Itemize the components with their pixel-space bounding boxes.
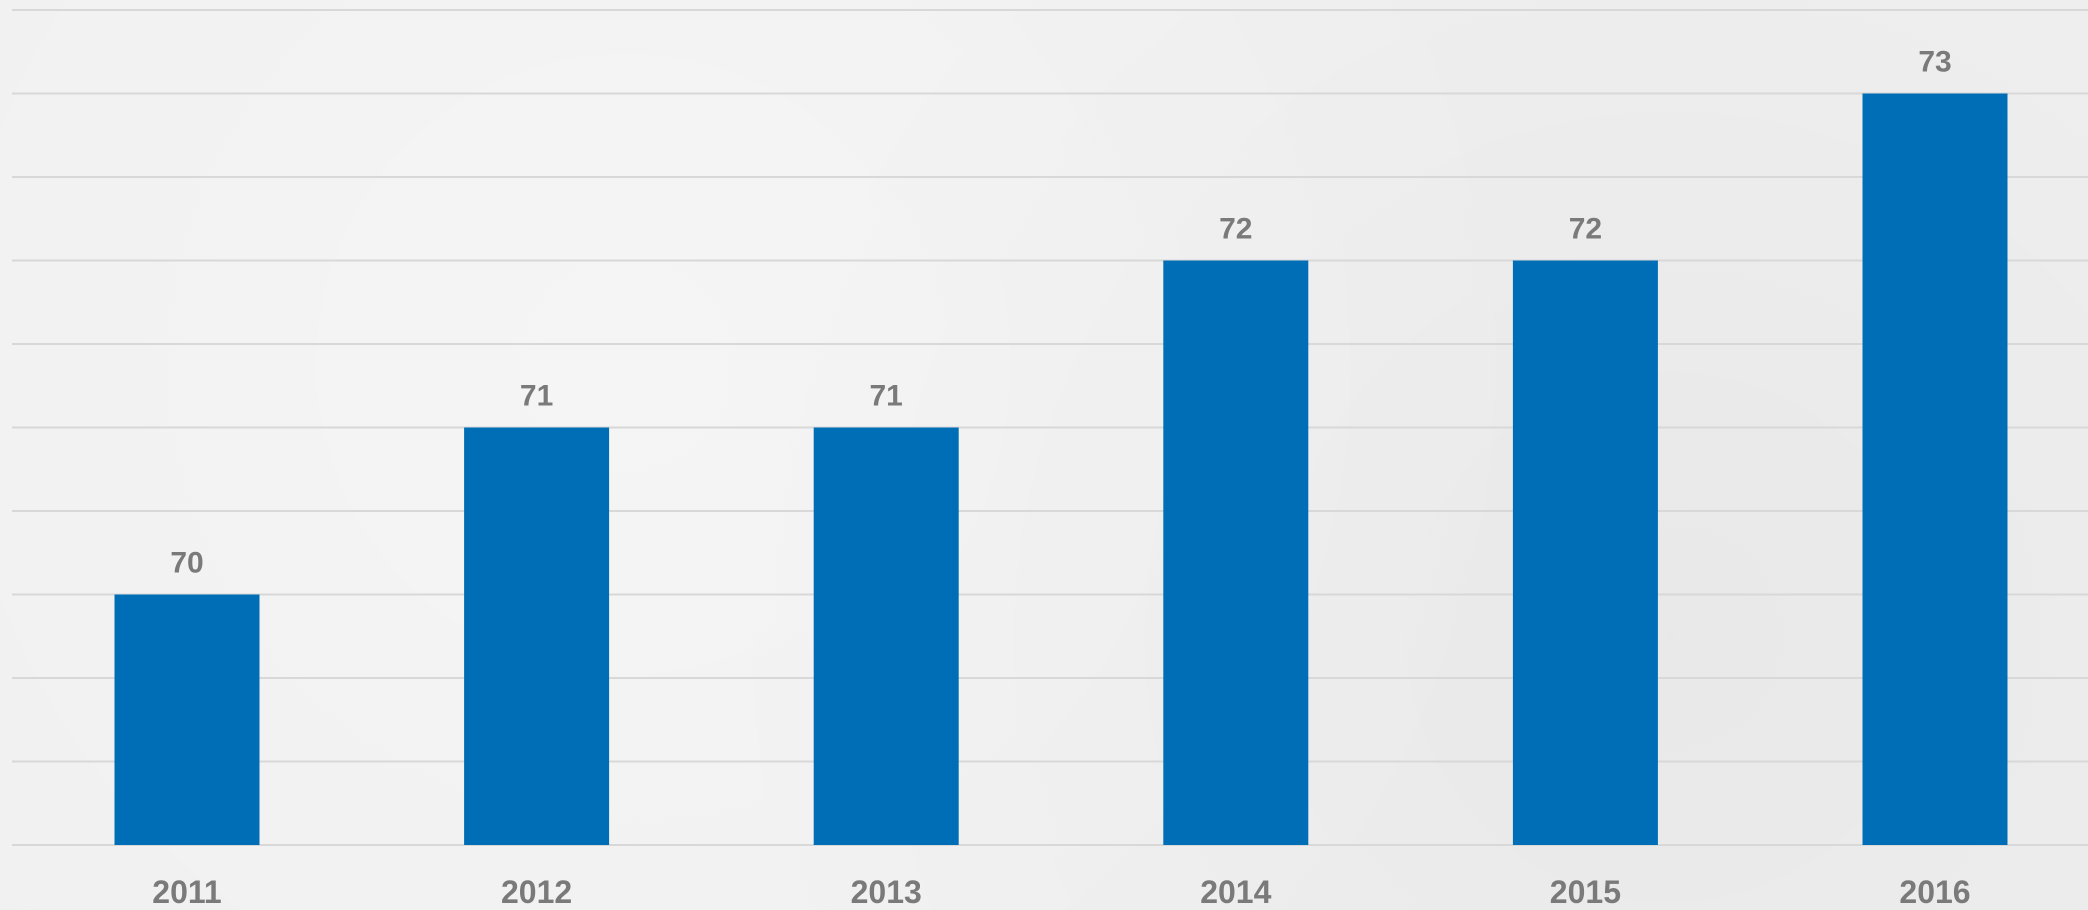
bar-2015 bbox=[1512, 260, 1658, 845]
bar-2011 bbox=[114, 594, 260, 845]
x-axis-tick-labels: 2011 2012 2013 2014 2015 2016 bbox=[152, 874, 1970, 910]
bar-2013 bbox=[813, 427, 959, 845]
bars bbox=[114, 93, 2008, 845]
data-label-2013: 71 bbox=[870, 380, 903, 413]
data-label-2014: 72 bbox=[1219, 213, 1252, 246]
x-tick-label-2012: 2012 bbox=[501, 874, 572, 910]
bar-2012 bbox=[464, 427, 610, 845]
data-label-2011: 70 bbox=[170, 547, 203, 580]
x-tick-label-2015: 2015 bbox=[1550, 874, 1621, 910]
data-label-2015: 72 bbox=[1569, 213, 1602, 246]
gridlines bbox=[12, 9, 2088, 846]
x-tick-label-2013: 2013 bbox=[851, 874, 922, 910]
data-labels: 70 71 71 72 72 73 bbox=[170, 46, 1951, 580]
x-tick-label-2014: 2014 bbox=[1200, 874, 1271, 910]
data-label-2012: 71 bbox=[520, 380, 553, 413]
bar-2014 bbox=[1163, 260, 1309, 845]
x-tick-label-2011: 2011 bbox=[152, 874, 221, 910]
bar-2016 bbox=[1862, 93, 2008, 845]
data-label-2016: 73 bbox=[1918, 46, 1951, 79]
x-tick-label-2016: 2016 bbox=[1899, 874, 1970, 910]
